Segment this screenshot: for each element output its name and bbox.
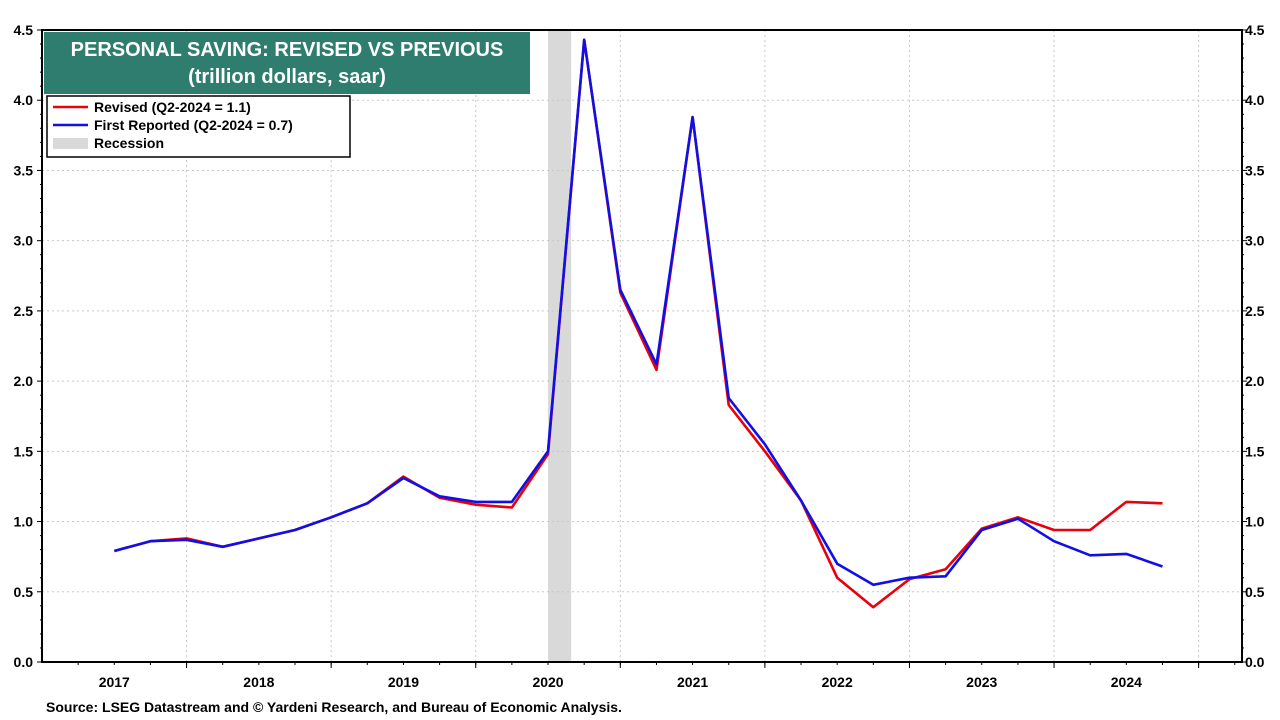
- legend-label-recession: Recession: [94, 135, 164, 151]
- x-tick-label: 2024: [1111, 674, 1142, 690]
- y-tick-label-left: 1.0: [14, 514, 34, 530]
- y-tick-label-left: 4.0: [14, 92, 34, 108]
- y-tick-label-right: 1.5: [1245, 443, 1265, 459]
- series-layer: [113, 38, 1163, 609]
- y-tick-label-left: 3.0: [14, 233, 34, 249]
- legend-box: [46, 95, 351, 158]
- y-tick-label-right: 1.0: [1245, 514, 1265, 530]
- legend: Revised (Q2-2024 = 1.1) First Reported (…: [46, 95, 351, 158]
- series-line-first-reported: [113, 38, 1163, 587]
- title-box: PERSONAL SAVING: REVISED VS PREVIOUS (tr…: [44, 32, 530, 94]
- y-tick-label-right: 4.0: [1245, 92, 1265, 108]
- x-tick-label: 2019: [388, 674, 419, 690]
- x-tick-label: 2021: [677, 674, 708, 690]
- x-tick-label: 2018: [243, 674, 274, 690]
- y-tick-label-right: 3.0: [1245, 233, 1265, 249]
- y-tick-label-right: 3.5: [1245, 162, 1265, 178]
- y-tick-label-left: 0.5: [14, 584, 34, 600]
- y-tick-label-right: 0.5: [1245, 584, 1265, 600]
- chart-subtitle: (trillion dollars, saar): [188, 66, 386, 88]
- x-tick-label: 2017: [99, 674, 130, 690]
- y-tick-label-left: 2.5: [14, 303, 34, 319]
- x-axis: 2017 2018 2019 2020 2021 2022 2023 2024: [77, 662, 1236, 690]
- y-tick-label-left: 0.0: [14, 654, 34, 670]
- source-note: Source: LSEG Datastream and © Yardeni Re…: [46, 699, 622, 715]
- legend-swatch-recession: [53, 138, 88, 149]
- x-tick-label: 2020: [532, 674, 563, 690]
- title-box-background: [44, 32, 530, 94]
- recession-band: [548, 30, 572, 662]
- chart-title: PERSONAL SAVING: REVISED VS PREVIOUS: [71, 39, 504, 61]
- y-tick-label-right: 0.0: [1245, 654, 1265, 670]
- y-tick-label-right: 4.5: [1245, 22, 1265, 38]
- y-tick-label-left: 1.5: [14, 443, 34, 459]
- plot-border: [41, 29, 1243, 663]
- legend-label-first-reported: First Reported (Q2-2024 = 0.7): [94, 117, 293, 133]
- y-tick-label-left: 2.0: [14, 373, 34, 389]
- y-tick-label-right: 2.0: [1245, 373, 1265, 389]
- y-tick-label-right: 2.5: [1245, 303, 1265, 319]
- y-tick-label-left: 3.5: [14, 162, 34, 178]
- y-tick-label-left: 4.5: [14, 22, 34, 38]
- y-axis-right: 0.0 0.5 1.0 1.5 2.0 2.5 3.0 3.5 4.0 4.5: [1242, 22, 1265, 670]
- y-axis-left: 0.0 0.5 1.0 1.5 2.0 2.5 3.0 3.5 4.0 4.5: [14, 22, 42, 670]
- legend-label-revised: Revised (Q2-2024 = 1.1): [94, 99, 251, 115]
- x-tick-label: 2022: [822, 674, 853, 690]
- x-tick-label: 2023: [966, 674, 997, 690]
